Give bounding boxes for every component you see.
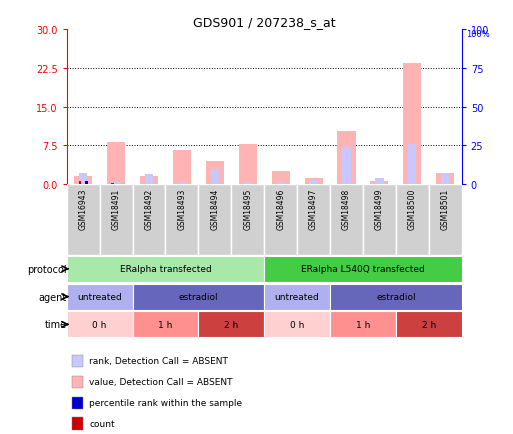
Bar <box>376 178 384 184</box>
FancyBboxPatch shape <box>67 284 132 310</box>
FancyBboxPatch shape <box>199 312 264 338</box>
Text: GSM18501: GSM18501 <box>441 188 450 229</box>
Text: untreated: untreated <box>77 293 122 301</box>
Text: 100%: 100% <box>466 30 489 39</box>
Text: GSM18491: GSM18491 <box>111 188 121 229</box>
Text: GSM18492: GSM18492 <box>145 188 153 229</box>
Bar <box>277 183 285 184</box>
Bar <box>78 182 81 184</box>
Bar <box>408 145 417 184</box>
Text: GSM18499: GSM18499 <box>375 188 384 229</box>
FancyBboxPatch shape <box>67 256 264 282</box>
Text: estradiol: estradiol <box>376 293 416 301</box>
Bar <box>112 183 120 184</box>
Bar <box>79 173 87 184</box>
Text: value, Detection Call = ABSENT: value, Detection Call = ABSENT <box>89 378 233 386</box>
FancyBboxPatch shape <box>330 184 363 255</box>
Text: time: time <box>45 320 67 330</box>
Text: 1 h: 1 h <box>356 320 370 329</box>
Text: 0 h: 0 h <box>92 320 107 329</box>
Bar <box>305 178 323 184</box>
Bar <box>244 182 252 184</box>
Bar <box>173 151 191 184</box>
Text: 2 h: 2 h <box>224 320 239 329</box>
Bar <box>85 182 88 184</box>
Text: protocol: protocol <box>27 264 67 274</box>
Bar <box>441 173 449 184</box>
Bar <box>107 142 125 184</box>
FancyBboxPatch shape <box>297 184 330 255</box>
Text: ERalpha L540Q transfected: ERalpha L540Q transfected <box>301 265 425 274</box>
Text: GSM18500: GSM18500 <box>408 188 417 229</box>
FancyBboxPatch shape <box>100 184 132 255</box>
FancyBboxPatch shape <box>264 184 297 255</box>
Text: 1 h: 1 h <box>158 320 173 329</box>
Bar <box>145 174 153 184</box>
Text: ERalpha transfected: ERalpha transfected <box>120 265 211 274</box>
Text: GSM18496: GSM18496 <box>276 188 285 229</box>
Text: percentile rank within the sample: percentile rank within the sample <box>89 398 242 407</box>
Text: GSM18493: GSM18493 <box>177 188 186 229</box>
FancyBboxPatch shape <box>132 312 199 338</box>
Text: agent: agent <box>38 292 67 302</box>
FancyBboxPatch shape <box>67 184 100 255</box>
FancyBboxPatch shape <box>132 284 264 310</box>
Bar <box>140 177 158 184</box>
Bar <box>74 177 92 184</box>
Text: GSM18498: GSM18498 <box>342 188 351 229</box>
Text: estradiol: estradiol <box>179 293 218 301</box>
Text: GSM18497: GSM18497 <box>309 188 318 229</box>
FancyBboxPatch shape <box>231 184 264 255</box>
Bar <box>338 132 356 184</box>
Bar <box>309 181 318 184</box>
Bar <box>178 183 186 184</box>
FancyBboxPatch shape <box>132 184 165 255</box>
FancyBboxPatch shape <box>264 312 330 338</box>
FancyBboxPatch shape <box>396 184 429 255</box>
Text: rank, Detection Call = ABSENT: rank, Detection Call = ABSENT <box>89 357 228 365</box>
Text: GSM18495: GSM18495 <box>243 188 252 229</box>
FancyBboxPatch shape <box>396 312 462 338</box>
Bar <box>206 161 224 184</box>
Bar <box>370 182 388 184</box>
FancyBboxPatch shape <box>264 284 330 310</box>
FancyBboxPatch shape <box>429 184 462 255</box>
Text: count: count <box>89 419 115 428</box>
FancyBboxPatch shape <box>165 184 199 255</box>
Text: 2 h: 2 h <box>422 320 436 329</box>
FancyBboxPatch shape <box>330 284 462 310</box>
Text: 0 h: 0 h <box>290 320 304 329</box>
Bar <box>211 170 219 184</box>
FancyBboxPatch shape <box>330 312 396 338</box>
Title: GDS901 / 207238_s_at: GDS901 / 207238_s_at <box>193 16 336 29</box>
Text: GSM16943: GSM16943 <box>78 188 88 230</box>
Text: untreated: untreated <box>275 293 320 301</box>
FancyBboxPatch shape <box>264 256 462 282</box>
Bar <box>403 64 421 184</box>
FancyBboxPatch shape <box>363 184 396 255</box>
Bar <box>342 148 350 184</box>
FancyBboxPatch shape <box>67 312 132 338</box>
Text: GSM18494: GSM18494 <box>210 188 220 229</box>
Bar <box>271 171 290 184</box>
FancyBboxPatch shape <box>199 184 231 255</box>
Bar <box>436 173 455 184</box>
Bar <box>239 145 257 184</box>
